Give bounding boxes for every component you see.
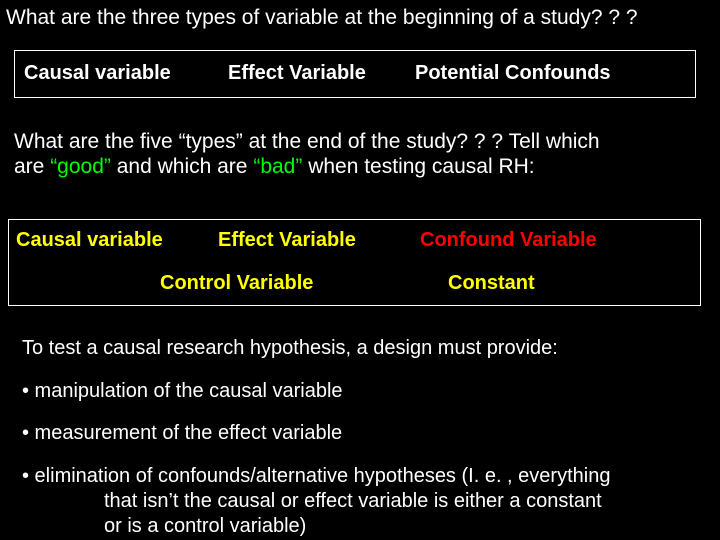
footer-bullet-3c: or is a control variable)	[22, 515, 306, 538]
label-confound-variable: Confound Variable	[420, 229, 597, 252]
q2-text-e: when testing causal RH:	[308, 155, 534, 178]
question-2-line2: are “good” and which are “bad” when test…	[14, 155, 535, 179]
q2-text-a: are	[14, 155, 50, 178]
q2-text-c: and which are	[117, 155, 254, 178]
label-effect-2: Effect Variable	[218, 229, 356, 252]
label-effect-1: Effect Variable	[228, 62, 366, 85]
q2-good: “good”	[50, 155, 117, 178]
label-control-variable: Control Variable	[160, 272, 313, 295]
question-1: What are the three types of variable at …	[6, 6, 638, 30]
q2-bad: “bad”	[253, 155, 308, 178]
footer-bullet-3b: that isn’t the causal or effect variable…	[22, 490, 602, 513]
label-potential-confounds: Potential Confounds	[415, 62, 611, 85]
footer-bullet-2: • measurement of the effect variable	[22, 422, 342, 445]
question-2-line1: What are the five “types” at the end of …	[14, 130, 600, 154]
label-causal-1: Causal variable	[24, 62, 171, 85]
label-constant: Constant	[448, 272, 535, 295]
footer-bullet-1: • manipulation of the causal variable	[22, 380, 343, 403]
footer-bullet-3a: • elimination of confounds/alternative h…	[22, 465, 610, 488]
footer-intro: To test a causal research hypothesis, a …	[22, 337, 558, 360]
label-causal-2: Causal variable	[16, 229, 163, 252]
